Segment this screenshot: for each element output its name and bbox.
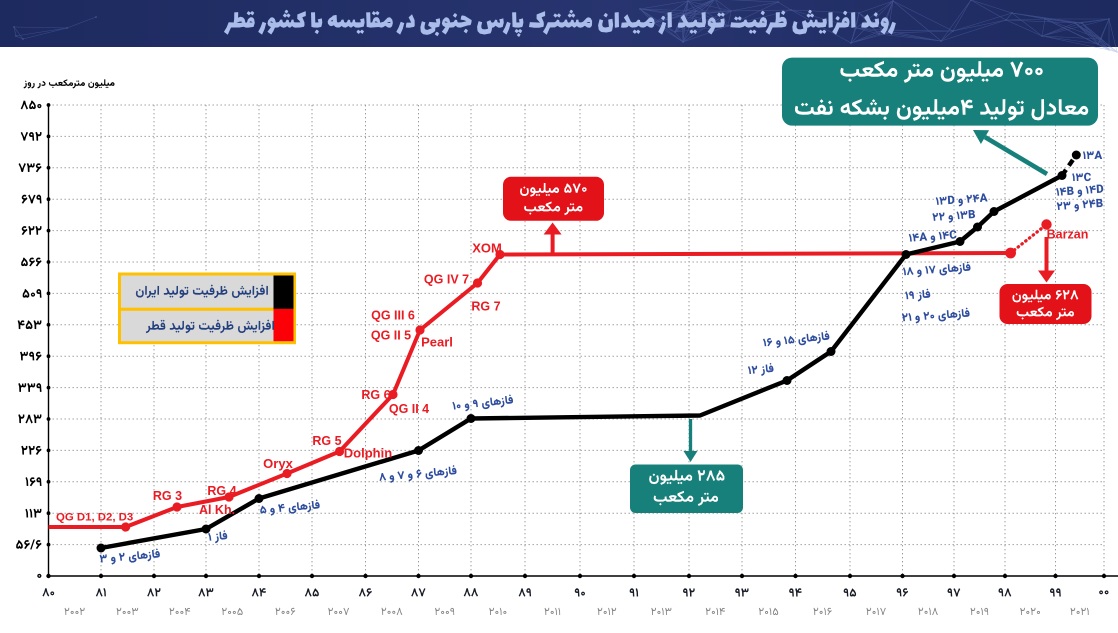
- svg-text:RG 7: RG 7: [471, 300, 500, 314]
- svg-text:QG IV 7: QG IV 7: [424, 273, 469, 287]
- svg-text:RG 6: RG 6: [361, 388, 390, 402]
- svg-text:RG 4: RG 4: [207, 484, 236, 498]
- svg-text:Barzan: Barzan: [1047, 228, 1089, 242]
- svg-text:XOM: XOM: [472, 241, 502, 256]
- svg-text:QG D1, D2, D3: QG D1, D2, D3: [56, 512, 133, 524]
- svg-text:RG 3: RG 3: [153, 489, 182, 503]
- svg-text:Oryx: Oryx: [263, 456, 293, 471]
- svg-text:QG II 5: QG II 5: [371, 329, 411, 343]
- svg-text:Al Kh.: Al Kh.: [199, 503, 235, 517]
- svg-text:Dolphin: Dolphin: [344, 446, 392, 461]
- svg-text:RG 5: RG 5: [312, 434, 341, 448]
- svg-text:QG II 4: QG II 4: [389, 402, 429, 416]
- svg-text:QG III 6: QG III 6: [371, 309, 415, 323]
- svg-text:Pearl: Pearl: [421, 335, 453, 350]
